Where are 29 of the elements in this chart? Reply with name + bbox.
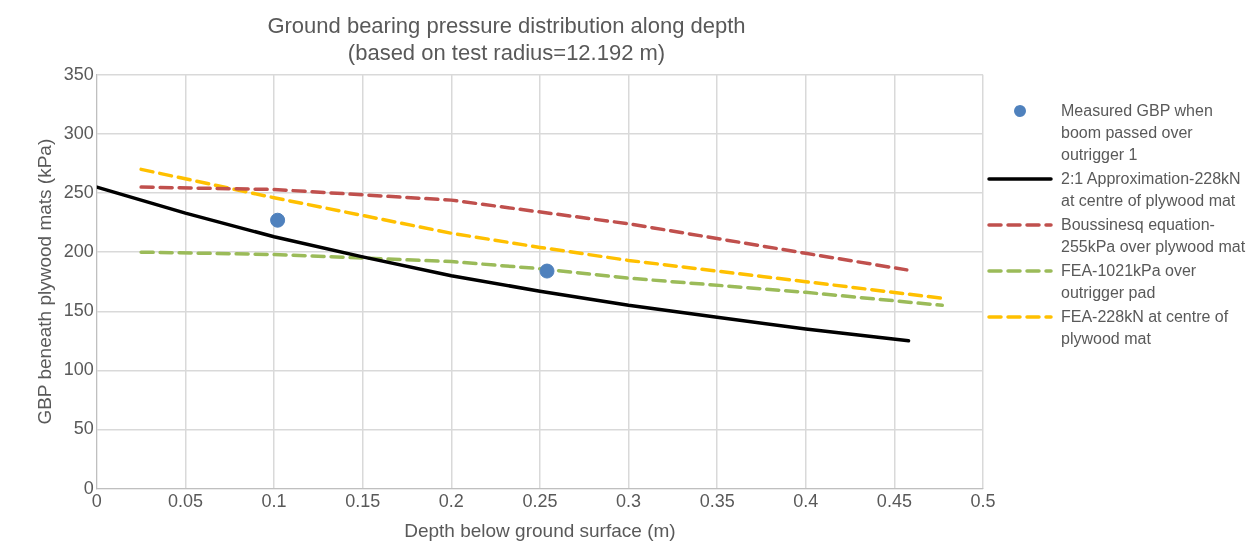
y-tick-label: 0 <box>83 477 94 498</box>
y-tick-label: 300 <box>63 122 94 143</box>
y-tick-label: 200 <box>63 241 94 262</box>
x-tick-label: 0.1 <box>261 491 287 512</box>
x-tick-label: 0.3 <box>616 491 642 512</box>
x-tick-label: 0.25 <box>522 491 558 512</box>
line-series <box>139 167 944 300</box>
x-tick-label: 0.2 <box>438 491 464 512</box>
y-axis-title: GBP beneath plywood mats (kPa) <box>33 138 55 425</box>
x-tick-label: 0.15 <box>345 491 381 512</box>
chart-title: Ground bearing pressure distribution along depth (based on test radius=12.192 m) <box>267 13 746 65</box>
legend-label: FEA-228kN at centre of plywood mat <box>1061 307 1230 349</box>
legend-label: FEA-1021kPa over outrigger pad <box>1061 261 1198 303</box>
legend-label: Boussinesq equation-255kPa over plywood mat <box>1061 215 1247 257</box>
x-tick-label: 0.5 <box>970 491 996 512</box>
legend-label: 2:1 Approximation-228kN at centre of plywood mat <box>1061 169 1242 211</box>
y-tick-label: 250 <box>63 182 94 202</box>
legend-label: Measured GBP when boom passed over outrigger 1 <box>1061 101 1214 165</box>
x-tick-label: 0.4 <box>793 491 819 512</box>
line-series <box>139 185 909 272</box>
y-tick-label: 50 <box>73 418 94 439</box>
y-tick-label: 350 <box>63 63 94 84</box>
y-tick-label: 100 <box>63 359 94 380</box>
x-tick-label: 0.45 <box>876 491 912 512</box>
x-axis-title: Depth below ground surface (m) <box>404 519 676 541</box>
x-tick-label: 0.05 <box>167 491 203 512</box>
y-tick-label: 150 <box>63 300 94 321</box>
x-tick-label: 0.35 <box>699 491 735 512</box>
line-series <box>139 250 944 308</box>
